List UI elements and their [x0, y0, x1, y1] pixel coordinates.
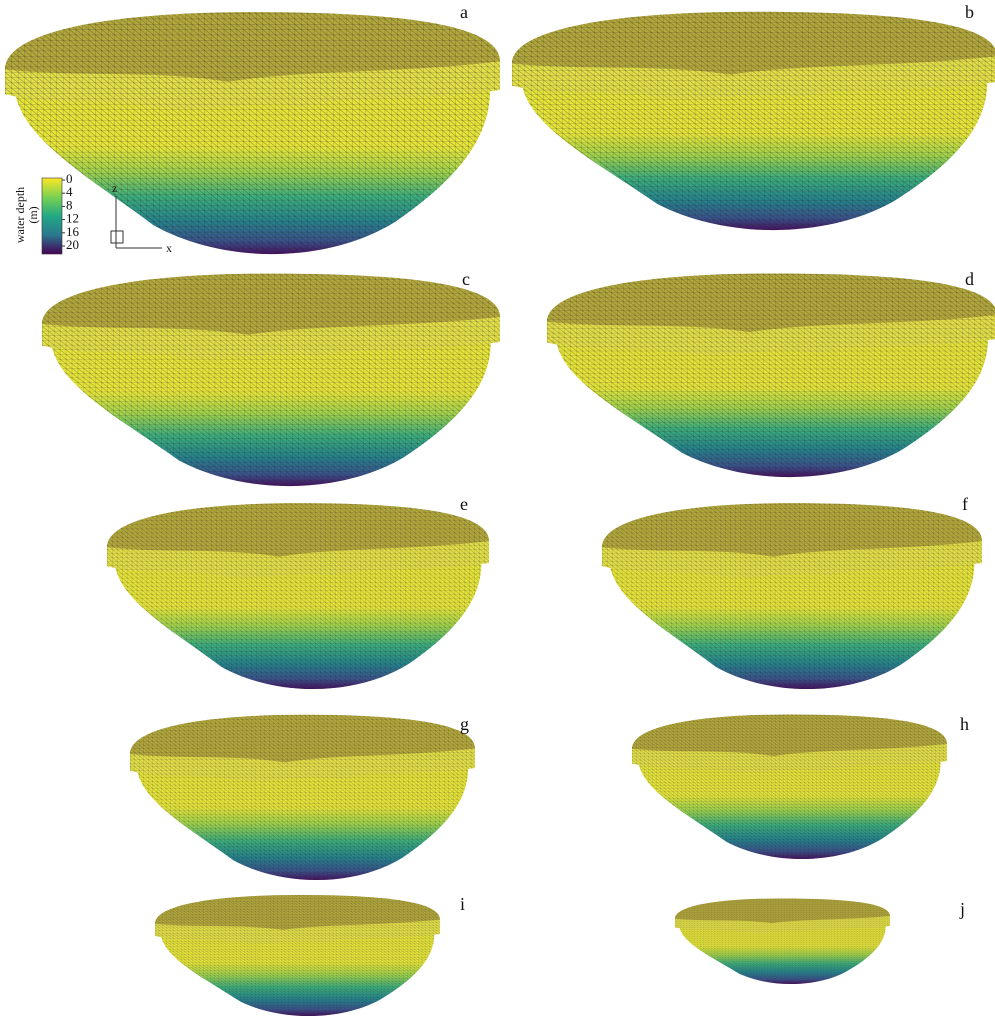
- colorbar-unit: (m): [26, 206, 40, 223]
- mesh-j: [675, 898, 890, 985]
- mesh-d: [547, 273, 995, 478]
- axis-label-x: x: [166, 241, 172, 255]
- mesh-i: [155, 895, 440, 1017]
- panel-label: e: [460, 494, 468, 514]
- panel-label: h: [960, 714, 969, 734]
- colorbar-tick-label: 0: [66, 171, 73, 186]
- colorbar-tick-label: 4: [66, 184, 73, 199]
- mesh-h: [632, 714, 947, 860]
- axis-label-z: z: [112, 181, 117, 195]
- panel-label: b: [965, 2, 974, 22]
- colorbar-tick-label: 8: [66, 197, 73, 212]
- mesh-g: [130, 714, 475, 881]
- mesh-f: [602, 503, 982, 690]
- colorbar-tick-label: 20: [66, 237, 79, 252]
- colorbar-tick-label: 12: [66, 211, 79, 226]
- mesh-a: [5, 12, 500, 255]
- panel-label: g: [460, 714, 469, 734]
- panel-label: c: [462, 269, 470, 289]
- colorbar-title: water depth: [13, 187, 27, 243]
- panel-label: a: [460, 2, 468, 22]
- colorbar-scale: [41, 177, 63, 255]
- panel-label: f: [962, 494, 968, 514]
- panel-label: j: [959, 899, 965, 919]
- panel-label: i: [460, 894, 465, 914]
- mesh-b: [512, 11, 995, 231]
- panel-label: d: [965, 269, 974, 289]
- colorbar-tick-label: 16: [66, 224, 80, 239]
- axes-icon: [110, 196, 162, 249]
- mesh-c: [42, 273, 500, 487]
- mesh-e: [107, 503, 489, 690]
